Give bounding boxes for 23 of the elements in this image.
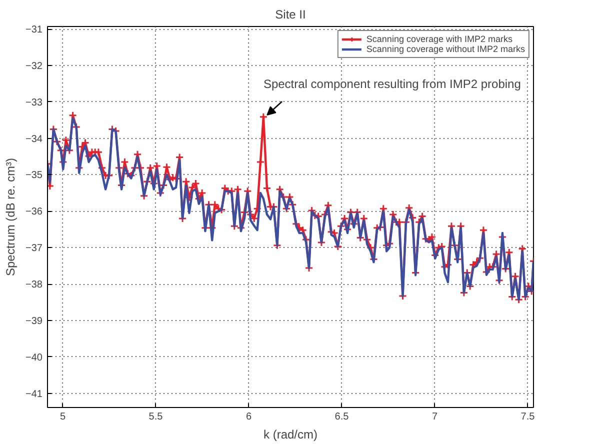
x-tick-label: 5.5 [148,412,164,422]
y-tick-label: −32 [26,60,43,72]
chart-title: Site II [275,8,306,22]
y-tick-label: −33 [26,97,43,108]
x-tick-label: 7 [432,412,438,422]
x-axis-title: k (rad/cm) [264,428,318,442]
x-tick-label: 6 [246,412,252,422]
y-tick-label: −34 [26,134,43,145]
x-tick-label: 7.5 [520,412,536,422]
x-tick-label: 5 [60,412,66,422]
y-tick-label: −35 [26,170,43,182]
y-tick-label: −39 [26,316,43,327]
y-tick-label: −36 [26,206,43,218]
y-tick-label: −37 [26,243,43,254]
legend-label: Scanning coverage with IMP2 marks [366,34,512,44]
annotation: Spectral component resulting from IMP2 probing [263,76,521,91]
y-tick-label: −31 [26,24,43,36]
y-tick-label: −38 [26,280,43,291]
y-tick-label: −40 [26,352,43,364]
legend-label: Scanning coverage without IMP2 marks [366,44,525,54]
y-tick-label: −41 [26,388,43,400]
y-axis-title: Spectrum (dB re. cm³) [4,158,18,276]
x-tick-label: 6.5 [334,412,350,422]
